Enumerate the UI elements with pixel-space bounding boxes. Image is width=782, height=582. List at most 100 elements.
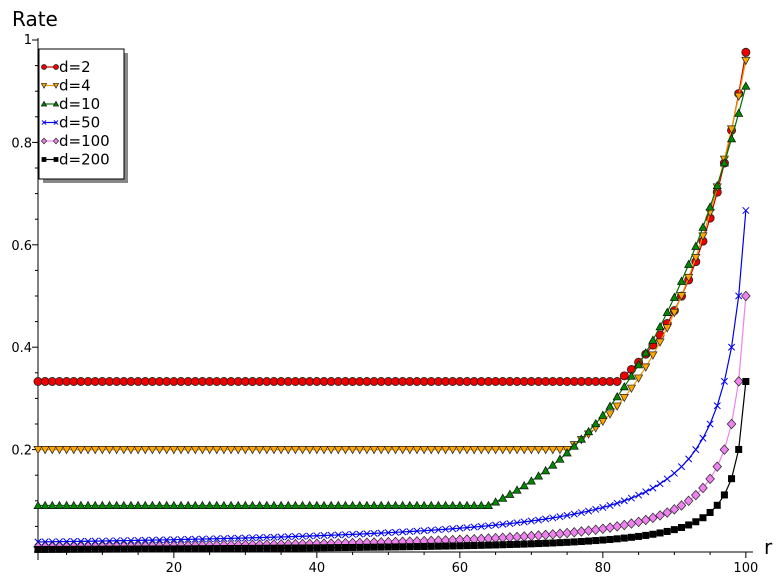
x-tick-label: 100 (733, 561, 758, 576)
data-point (262, 500, 272, 510)
data-point (127, 545, 135, 553)
data-point (226, 446, 236, 455)
data-point (534, 540, 542, 548)
data-point (556, 513, 564, 521)
data-point (340, 446, 351, 455)
series-d=2 (33, 47, 751, 386)
data-point (290, 500, 300, 510)
data-point (220, 545, 228, 553)
data-point (40, 446, 50, 455)
data-point (270, 544, 278, 552)
data-point (104, 446, 115, 455)
data-point (52, 83, 60, 89)
data-point (205, 446, 215, 455)
data-point (127, 536, 135, 545)
data-point (256, 534, 264, 542)
data-point (91, 545, 99, 553)
data-point (133, 446, 143, 455)
data-point (463, 524, 471, 532)
data-point (498, 446, 508, 455)
data-point (583, 525, 594, 536)
data-point (728, 475, 736, 483)
data-point (377, 529, 385, 537)
legend-entry: d=100 (40, 132, 110, 150)
data-point (370, 529, 378, 537)
data-point (177, 535, 185, 544)
legend-entry: d=4 (40, 77, 91, 95)
data-point (456, 524, 464, 532)
data-point (233, 446, 243, 455)
data-point (405, 500, 415, 510)
data-point (542, 539, 550, 547)
data-point (512, 485, 522, 494)
data-point (326, 500, 336, 510)
data-point (263, 544, 271, 552)
data-point (598, 523, 608, 534)
data-point (348, 446, 358, 455)
data-point (398, 446, 408, 455)
data-point (112, 500, 122, 510)
data-point (291, 544, 299, 552)
data-point (212, 500, 222, 510)
data-point (498, 493, 508, 502)
data-point (277, 544, 285, 552)
data-point (334, 544, 342, 552)
data-point (462, 446, 472, 455)
data-point (570, 538, 578, 546)
data-point (376, 446, 386, 455)
x-tick-label: 20 (166, 561, 183, 576)
data-point (492, 541, 500, 549)
data-point (191, 545, 199, 553)
legend-label: d=10 (59, 95, 100, 113)
data-point (612, 521, 622, 532)
data-point (705, 202, 715, 211)
data-point (576, 434, 586, 443)
legend-box (38, 48, 125, 180)
data-point (499, 541, 507, 549)
data-point (355, 446, 365, 455)
data-point (62, 446, 72, 455)
y-tick-label: 0.2 (11, 444, 32, 459)
data-point (277, 533, 285, 541)
data-point (227, 534, 235, 542)
data-point (290, 446, 300, 455)
data-point (241, 534, 249, 542)
data-point (233, 500, 243, 510)
data-point (540, 529, 551, 541)
data-point (698, 222, 708, 231)
data-point (162, 446, 172, 455)
data-point (670, 469, 678, 477)
data-point (197, 500, 208, 510)
data-point (306, 532, 314, 540)
data-point (163, 536, 171, 544)
y-tick-label: 0.4 (11, 341, 32, 356)
data-point (83, 500, 93, 510)
data-point (183, 446, 193, 455)
data-point (206, 535, 214, 543)
data-point (548, 460, 558, 469)
data-point (627, 494, 636, 502)
data-point (720, 491, 728, 499)
data-point (313, 532, 321, 540)
data-point (119, 500, 129, 510)
data-point (84, 537, 92, 545)
data-point (97, 446, 107, 455)
data-point (619, 371, 629, 381)
data-point (76, 500, 86, 510)
data-point (305, 500, 315, 510)
data-point (506, 541, 514, 549)
data-point (413, 543, 421, 551)
legend-label: d=4 (59, 77, 91, 95)
data-point (463, 542, 471, 550)
data-point (541, 446, 551, 455)
data-point (555, 446, 565, 455)
data-point (355, 500, 365, 510)
data-point (170, 536, 178, 544)
data-point (440, 500, 451, 510)
data-point (226, 500, 236, 510)
data-point (742, 206, 750, 215)
data-point (41, 545, 49, 553)
data-point (412, 500, 422, 510)
data-point (113, 537, 121, 545)
